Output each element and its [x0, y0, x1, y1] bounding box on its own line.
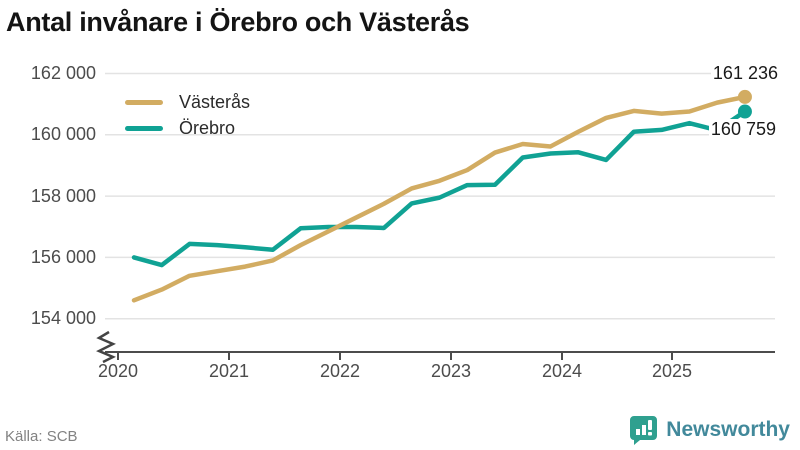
y-tick-label: 156 000 [30, 247, 96, 267]
line-vsters [131, 94, 748, 303]
chart-title: Antal invånare i Örebro och Västerås [6, 7, 470, 37]
x-tick-label: 2023 [430, 361, 472, 381]
x-tick-label: 2021 [208, 361, 250, 381]
orebro-end-value-label: 160 759 [708, 119, 778, 140]
orebro-line-swatch [125, 125, 163, 131]
legend: Västerås Örebro [125, 89, 250, 141]
endpoint-dot-rebro [737, 104, 752, 119]
legend-item-vasteras: Västerås [125, 89, 250, 115]
y-tick-label: 162 000 [30, 63, 96, 83]
vasteras-end-value-label: 161 236 [710, 63, 780, 84]
bar-chart-speech-bubble-icon [630, 416, 658, 445]
source-note: Källa: SCB [5, 428, 78, 445]
newsworthy-logo: Newsworthy [629, 415, 790, 445]
x-tick-label: 2022 [319, 361, 361, 381]
newsworthy-logo-text: Newsworthy [666, 418, 790, 441]
y-tick-label: 160 000 [30, 124, 96, 144]
legend-item-orebro: Örebro [125, 115, 250, 141]
endpoint-dot-vsters [737, 89, 752, 104]
y-axis-break-icon [96, 330, 116, 364]
x-tick-label: 2020 [97, 361, 139, 381]
x-tick-label: 2024 [541, 361, 583, 381]
x-tick-label: 2025 [651, 361, 693, 381]
y-tick-label: 158 000 [30, 186, 96, 206]
legend-label: Västerås [179, 91, 251, 112]
legend-label: Örebro [179, 117, 236, 138]
line-rebro [131, 109, 748, 268]
vasteras-line-swatch [125, 99, 163, 105]
y-tick-label: 154 000 [30, 308, 96, 328]
